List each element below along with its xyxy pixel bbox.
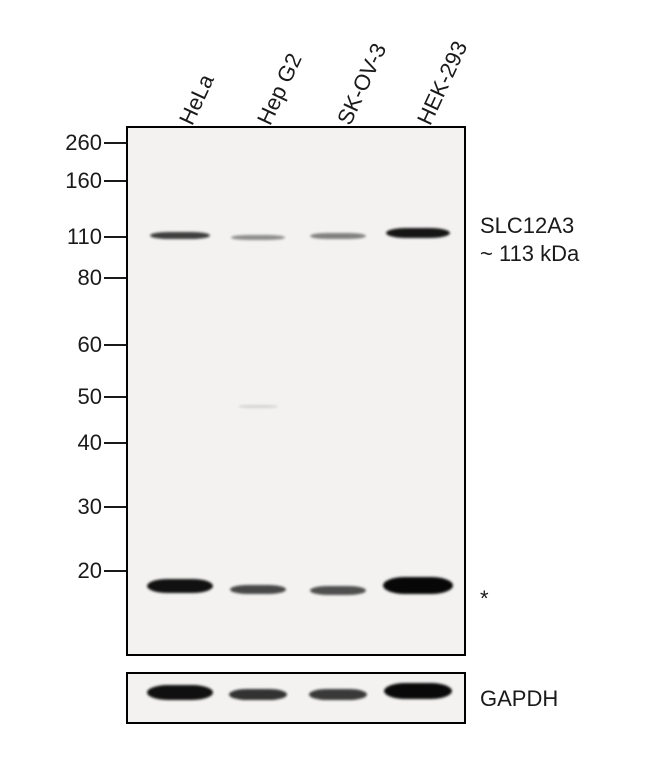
blot-band xyxy=(384,683,452,699)
mw-tick xyxy=(104,442,126,444)
mw-marker: 50 xyxy=(78,387,126,407)
mw-value: 30 xyxy=(78,494,102,520)
blot-band xyxy=(309,689,367,700)
gapdh-label: GAPDH xyxy=(480,686,558,712)
blot-band xyxy=(229,689,287,700)
mw-marker: 30 xyxy=(78,497,126,517)
blot-band xyxy=(310,586,366,595)
target-mw: ~ 113 kDa xyxy=(480,240,579,268)
western-blot-figure: HeLa Hep G2 SK-OV-3 HEK-293 260 160 110 80 60 50… xyxy=(0,0,650,766)
mw-marker: 80 xyxy=(78,268,126,288)
blot-band xyxy=(310,233,366,239)
lane-label: HEK-293 xyxy=(412,37,450,118)
mw-tick xyxy=(104,180,126,182)
mw-value: 80 xyxy=(78,265,102,291)
mw-tick xyxy=(104,344,126,346)
lane-label: Hep G2 xyxy=(252,49,284,118)
mw-tick xyxy=(104,277,126,279)
mw-tick xyxy=(104,236,126,238)
mw-tick xyxy=(104,506,126,508)
mw-marker: 60 xyxy=(78,335,126,355)
mw-value: 260 xyxy=(65,130,102,156)
mw-value: 40 xyxy=(78,430,102,456)
target-label: SLC12A3 ~ 113 kDa xyxy=(480,212,579,267)
blot-band xyxy=(150,232,210,239)
mw-tick xyxy=(104,570,126,572)
blot-band xyxy=(386,228,450,238)
blot-band xyxy=(231,235,285,240)
mw-value: 50 xyxy=(78,384,102,410)
lane-label: HeLa xyxy=(174,70,196,118)
mw-marker: 160 xyxy=(65,171,126,191)
blot-band xyxy=(383,577,453,594)
mw-value: 160 xyxy=(65,168,102,194)
blot-band xyxy=(147,685,213,700)
mw-tick xyxy=(104,142,126,144)
mw-value: 110 xyxy=(67,224,102,250)
blot-band xyxy=(230,585,286,594)
lane-label: SK-OV-3 xyxy=(332,39,369,118)
mw-tick xyxy=(104,396,126,398)
target-name: SLC12A3 xyxy=(480,212,579,240)
blot-band xyxy=(147,579,213,593)
lane-labels-group: HeLa Hep G2 SK-OV-3 HEK-293 xyxy=(0,0,650,120)
mw-value: 20 xyxy=(78,558,102,584)
mw-marker: 260 xyxy=(65,133,126,153)
nonspecific-band-asterisk: * xyxy=(480,586,489,612)
mw-value: 60 xyxy=(78,332,102,358)
mw-marker: 110 xyxy=(67,227,126,247)
mw-marker: 20 xyxy=(78,561,126,581)
blot-band xyxy=(238,405,278,408)
mw-marker: 40 xyxy=(78,433,126,453)
